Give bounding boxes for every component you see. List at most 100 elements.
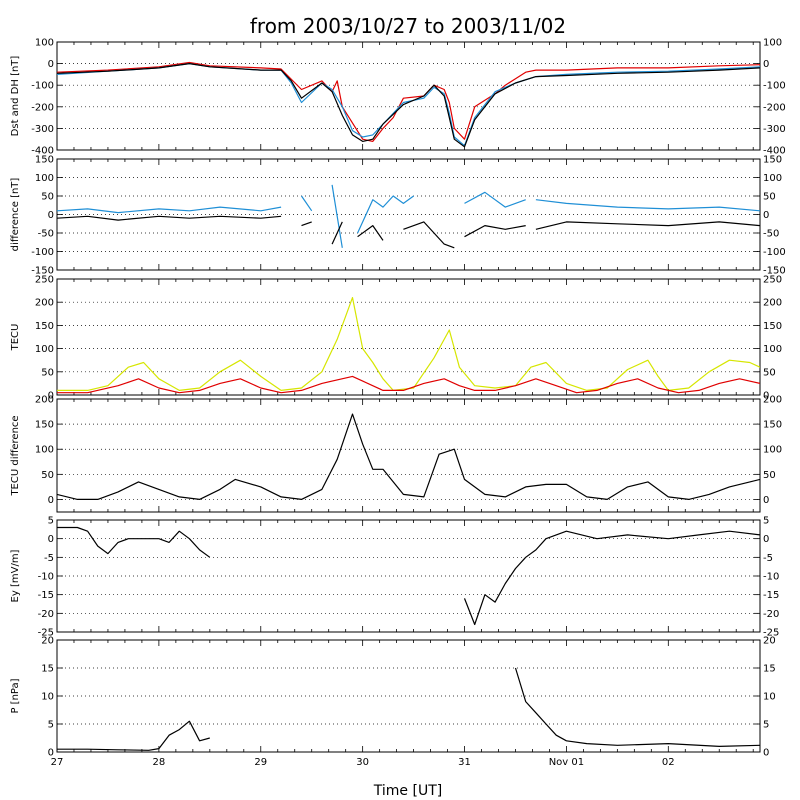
series-line-blue [464,191,526,208]
series-line-black [57,526,211,558]
panel-3: 0 0 50 50 100 100 150 150 200 200 250 250 TECU [10,275,782,402]
y-tick-label-right: 5 [763,516,769,527]
y-tick-label-left: 5 [48,720,54,731]
series-line-blue [535,199,760,212]
y-tick-label-left: 0 [48,748,54,759]
series-line-red [57,375,760,394]
y-tick-label-right: 200 [763,395,782,406]
y-tick-label-left: 10 [41,692,54,703]
y-tick-label-left: 0 [48,59,54,70]
panel-6: 0 0 5 5 10 10 15 15 20 20 P [nPa] [10,636,776,759]
y-tick-label-right: 150 [763,420,782,431]
y-tick-label-left: -50 [38,229,54,240]
y-tick-label-left: -20 [38,609,54,620]
y-tick-label-left: -25 [38,628,54,639]
y-tick-label-left: -400 [31,146,54,157]
x-tick-label: 29 [254,757,267,768]
y-tick-label-right: 0 [763,391,769,402]
y-tick-label-right: -100 [763,81,786,92]
y-tick-label-right: 10 [763,692,776,703]
y-tick-label-left: 100 [35,173,54,184]
series-line-black [331,221,343,245]
panel-5: -25 -25 -20 -20 -15 -15 -10 -10 -5 -5 0 0 5 5 Ey [mV/m… [10,516,779,639]
y-tick-label-right: -25 [763,628,779,639]
series-line-blue [357,195,414,234]
x-tick-label: Nov 01 [549,757,584,768]
y-tick-label-left: 150 [35,155,54,166]
y-axis-label: TECU difference [10,415,21,496]
x-axis-label: Time [UT] [373,783,442,799]
x-tick-labels: 27 28 29 30 31 Nov 01 02 [51,757,675,768]
y-tick-label-right: 50 [763,367,776,378]
series-line-black [357,225,384,241]
y-tick-label-right: 50 [763,192,776,203]
y-tick-label-right: 100 [763,173,782,184]
series-line-blue [57,206,282,214]
y-tick-label-right: -20 [763,609,779,620]
y-axis-label: Dst and DH [nT] [10,56,21,137]
series-line-black [403,221,455,249]
series-line-black [57,720,210,751]
series-line-black [535,221,760,230]
y-tick-label-left: -15 [38,590,54,601]
y-tick-label-left: 100 [35,344,54,355]
series-line-black [464,225,526,238]
series-line-black [57,413,760,500]
series-line-blue [331,184,343,248]
y-tick-label-left: 150 [35,420,54,431]
y-tick-label-right: 0 [763,495,769,506]
series-line-black [57,215,282,221]
series-line-black [514,667,760,748]
y-axis-label: TECU [10,324,21,352]
series-group [57,413,760,500]
y-tick-label-left: 0 [48,495,54,506]
y-tick-label-left: 50 [41,470,54,481]
panel-1: -400 -400 -300 -300 -200 -200 -100 -100 0 0 100 100… [10,38,786,157]
y-tick-label-left: -300 [31,124,54,135]
series-line-black [463,530,760,626]
series-group [57,184,760,249]
y-tick-label-left: -100 [31,247,54,258]
y-tick-label-right: 15 [763,664,776,675]
y-tick-label-right: 150 [763,155,782,166]
series-group [57,61,760,148]
y-tick-label-left: -150 [31,266,54,277]
y-tick-label-left: -100 [31,81,54,92]
y-tick-label-right: 50 [763,470,776,481]
panel-frame [56,41,761,151]
y-tick-label-left: 20 [41,636,54,647]
series-group [57,297,760,394]
x-tick-label: 31 [458,757,471,768]
x-tick-label: 30 [356,757,369,768]
y-tick-label-right: 150 [763,321,782,332]
y-tick-label-right: 250 [763,275,782,286]
panel-2: -150 -150 -100 -100 -50 -50 0 0 50 50 100 100 150 150… [10,155,786,277]
y-tick-label-left: 0 [48,534,54,545]
y-tick-label-right: 100 [763,445,782,456]
y-tick-label-right: -10 [763,572,779,583]
y-tick-label-right: -5 [763,553,773,564]
y-tick-label-right: 5 [763,720,769,731]
y-tick-label-right: -100 [763,247,786,258]
y-tick-label-right: 200 [763,298,782,309]
x-tick-label: 27 [51,757,64,768]
y-tick-label-right: -150 [763,266,786,277]
series-line-red [57,61,760,142]
panel-frame [56,398,761,513]
y-tick-label-right: 0 [763,59,769,70]
series-line-black [301,221,312,227]
y-tick-label-left: 100 [35,38,54,49]
y-tick-label-left: -10 [38,572,54,583]
series-group [57,526,760,626]
series-line-blue [301,195,313,212]
y-tick-label-right: -300 [763,124,786,135]
y-tick-label-left: 0 [48,210,54,221]
y-tick-label-right: 0 [763,534,769,545]
y-tick-label-left: 50 [41,192,54,203]
series-line-yellow [57,297,760,391]
figure-title: from 2003/10/27 to 2003/11/02 [250,14,566,38]
y-tick-label-left: 150 [35,321,54,332]
